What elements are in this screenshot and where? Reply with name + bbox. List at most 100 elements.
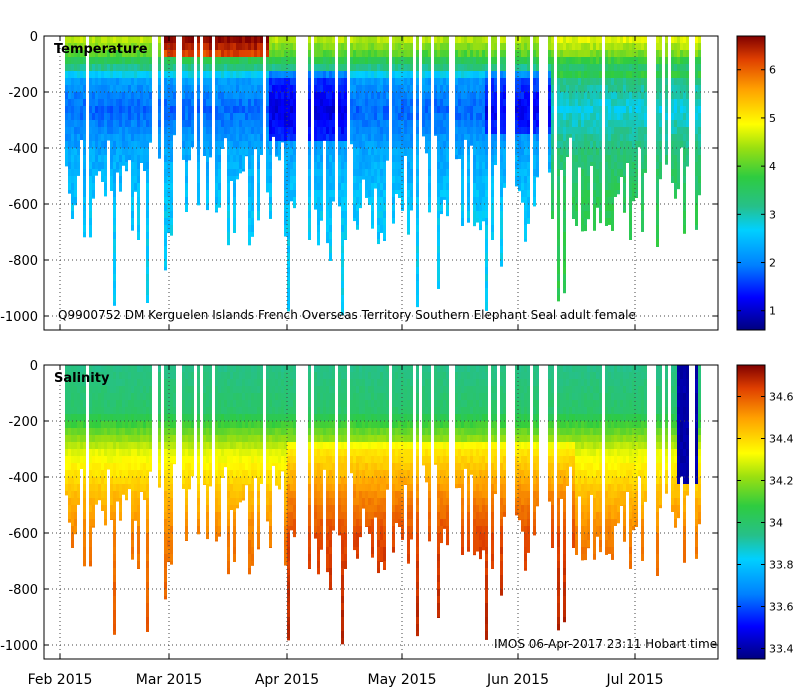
salinity-dive-profile bbox=[683, 365, 686, 563]
salinity-dive-profile bbox=[227, 365, 230, 575]
salinity-dive-profile bbox=[269, 365, 272, 548]
salinity-dive-profile bbox=[434, 365, 437, 465]
temperature-dive-profile bbox=[92, 36, 95, 199]
temperature-dive-profile bbox=[344, 36, 347, 240]
temperature-dive-profile bbox=[140, 36, 143, 163]
salinity-dive-profile bbox=[104, 365, 107, 526]
temperature-dive-profile bbox=[323, 36, 326, 141]
salinity-dive-profile bbox=[77, 365, 80, 505]
temperature-dive-profile bbox=[254, 36, 257, 150]
temperature-dive-profile bbox=[473, 36, 476, 227]
temperature-dive-profile bbox=[518, 36, 521, 192]
temperature-dive-profile bbox=[110, 36, 113, 191]
temperature-dive-profile bbox=[74, 36, 77, 206]
salinity-y-tick-label: -800 bbox=[8, 583, 38, 598]
salinity-dive-profile bbox=[425, 365, 428, 483]
temperature-dive-profile bbox=[317, 36, 320, 246]
temperature-dive-profile bbox=[635, 36, 638, 198]
temperature-dive-profile bbox=[353, 36, 356, 222]
salinity-dive-profile bbox=[422, 365, 425, 466]
temperature-y-tick-label: -200 bbox=[8, 86, 38, 101]
salinity-dive-profile bbox=[275, 365, 278, 486]
salinity-dive-profile bbox=[209, 365, 212, 487]
salinity-dive-profile bbox=[674, 365, 677, 528]
salinity-dive-profile bbox=[197, 365, 200, 535]
temperature-dive-profile bbox=[407, 36, 410, 235]
temperature-dive-profile bbox=[224, 36, 227, 139]
temperature-dive-profile bbox=[500, 36, 503, 267]
salinity-dive-profile bbox=[140, 365, 143, 492]
temperature-dive-profile bbox=[560, 36, 563, 170]
temperature-y-tick-label: 0 bbox=[30, 30, 38, 45]
salinity-dive-profile bbox=[437, 365, 440, 618]
temperature-dive-profile bbox=[620, 36, 623, 177]
temperature-dive-profile bbox=[221, 36, 224, 149]
temperature-dive-profile bbox=[272, 36, 275, 137]
salinity-dive-profile bbox=[185, 365, 188, 541]
salinity-dive-profile bbox=[308, 365, 311, 569]
x-tick-label: Jul 2015 bbox=[606, 672, 664, 688]
salinity-dive-profile bbox=[500, 365, 503, 596]
temperature-axes: 0 -200 -400 -600 -800 -1000 bbox=[0, 30, 718, 330]
x-tick-label: Feb 2015 bbox=[28, 672, 93, 688]
salinity-dive-profile bbox=[257, 365, 260, 550]
temperature-dive-profile bbox=[476, 36, 479, 223]
temperature-dive-profile bbox=[203, 36, 206, 156]
platform-annotation: Q9900752 DM Kerguelen Islands French Ove… bbox=[58, 308, 636, 322]
salinity-dive-profile bbox=[158, 365, 161, 488]
salinity-dive-profile bbox=[572, 365, 575, 548]
salinity-dive-profile bbox=[548, 365, 551, 502]
temperature-y-tick-label: -600 bbox=[8, 198, 38, 213]
temperature-dive-profile bbox=[641, 36, 644, 232]
salinity-dive-profile bbox=[527, 365, 530, 553]
salinity-dive-profile bbox=[332, 365, 335, 531]
temperature-dive-profile bbox=[698, 36, 701, 196]
temperature-dive-profile bbox=[440, 36, 443, 215]
temperature-dive-profile bbox=[536, 36, 539, 178]
salinity-dive-profile bbox=[116, 365, 119, 502]
temperature-dive-profile bbox=[167, 36, 170, 234]
salinity-dive-profile bbox=[698, 365, 701, 525]
temperature-dive-profile bbox=[491, 36, 494, 240]
salinity-dive-profile bbox=[671, 365, 674, 512]
temperature-dive-profile bbox=[515, 36, 518, 187]
salinity-dive-profile bbox=[317, 365, 320, 575]
temperature-dive-profile bbox=[290, 36, 293, 202]
salinity-dive-profile bbox=[392, 365, 395, 553]
salinity-dive-profile bbox=[224, 365, 227, 468]
salinity-dive-profile bbox=[128, 365, 131, 490]
temperature-dive-profile bbox=[260, 36, 263, 155]
temperature-dive-profile bbox=[245, 36, 248, 157]
temperature-dive-profile bbox=[284, 36, 287, 237]
temperature-dive-profile bbox=[143, 36, 146, 172]
temperature-dive-profile bbox=[482, 36, 485, 222]
salinity-dive-profile bbox=[629, 365, 632, 569]
salinity-y-tick-label: -600 bbox=[8, 527, 38, 542]
salinity-dive-profile bbox=[665, 365, 668, 494]
temperature-dive-profile bbox=[128, 36, 131, 161]
temperature-dive-profile bbox=[665, 36, 668, 165]
temperature-dive-profile bbox=[380, 36, 383, 233]
temperature-dive-profile bbox=[644, 36, 647, 173]
temperature-dive-profile bbox=[293, 36, 296, 209]
salinity-dive-profile bbox=[398, 365, 401, 527]
temperature-dive-profile bbox=[674, 36, 677, 199]
salinity-dive-profile bbox=[533, 365, 536, 536]
salinity-dive-profile bbox=[383, 365, 386, 570]
salinity-dive-profile bbox=[395, 365, 398, 524]
x-tick-label: Jun 2015 bbox=[486, 672, 549, 688]
temperature-dive-profile bbox=[626, 36, 629, 163]
salinity-dive-profile bbox=[341, 365, 344, 645]
temperature-dive-profile bbox=[281, 36, 284, 143]
temperature-dive-profile bbox=[617, 36, 620, 195]
temperature-dive-profile bbox=[623, 36, 626, 213]
temperature-dive-profile bbox=[191, 36, 194, 148]
temperature-dive-profile bbox=[599, 36, 602, 224]
temperature-dive-profile bbox=[398, 36, 401, 198]
temperature-dive-profile bbox=[677, 36, 680, 190]
temperature-dive-profile bbox=[632, 36, 635, 202]
temperature-y-tick-label: -1000 bbox=[0, 310, 38, 325]
salinity-dive-profile bbox=[578, 365, 581, 497]
temperature-dive-profile bbox=[125, 36, 128, 172]
salinity-dive-profile bbox=[173, 365, 176, 465]
